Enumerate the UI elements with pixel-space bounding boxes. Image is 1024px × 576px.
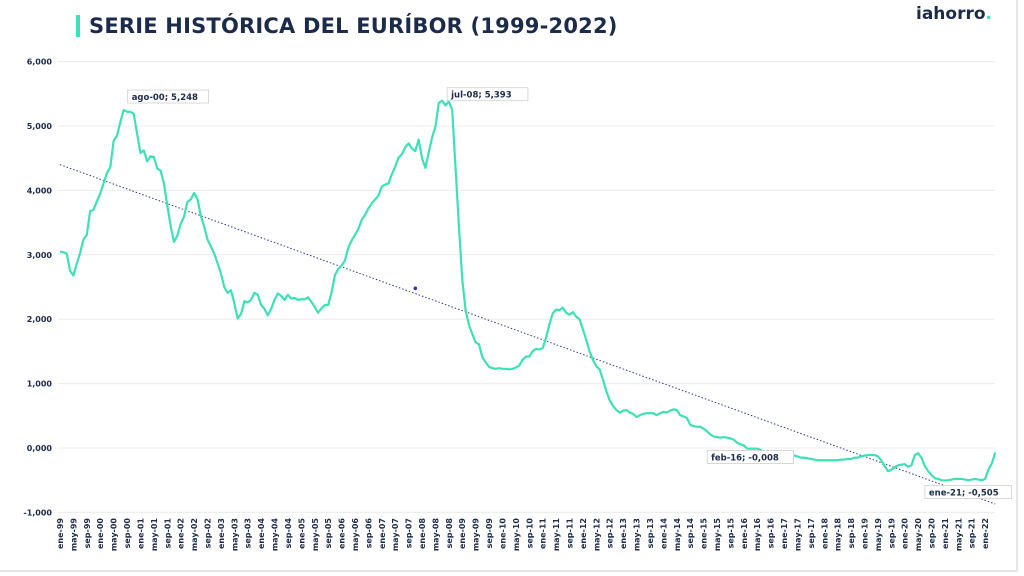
x-tick-label: ene-20	[901, 518, 910, 549]
x-tick-label: may-08	[431, 518, 440, 552]
trendline	[59, 164, 996, 505]
y-tick-label: 6,000	[27, 58, 53, 67]
x-tick-label: ene-10	[498, 518, 507, 549]
x-tick-label: ene-11	[539, 518, 548, 549]
x-tick-label: may-15	[713, 518, 722, 552]
x-tick-label: sep-16	[767, 518, 776, 549]
x-tick-label: sep-11	[566, 518, 575, 549]
x-tick-label: ene-05	[297, 518, 306, 549]
x-tick-label: sep-20	[928, 518, 937, 549]
x-tick-label: sep-21	[968, 518, 977, 549]
x-tick-label: sep-02	[203, 518, 212, 548]
x-tick-label: may-03	[230, 518, 239, 551]
x-tick-label: sep-05	[324, 518, 333, 549]
y-tick-label: 1,000	[27, 380, 53, 389]
x-tick-label: may-02	[190, 518, 199, 551]
x-tick-label: may-12	[592, 518, 601, 551]
x-tick-label: sep-15	[726, 518, 735, 549]
x-tick-label: may-11	[552, 518, 561, 552]
x-tick-label: ene-16	[740, 518, 749, 549]
annotation-box	[706, 450, 794, 464]
x-tick-label: sep-17	[807, 518, 816, 548]
annotation-label: jul-08; 5,393	[450, 91, 512, 101]
x-tick-label: ene-13	[619, 518, 628, 549]
x-tick-label: ene-99	[56, 518, 65, 549]
x-tick-label: may-04	[271, 518, 280, 552]
x-tick-label: sep-06	[364, 518, 373, 549]
logo-text: iahorro	[916, 4, 986, 24]
x-tick-label: ene-00	[96, 518, 105, 549]
x-tick-label: sep-18	[847, 518, 856, 549]
annotation-box	[446, 87, 529, 102]
x-tick-label: ene-03	[217, 518, 226, 549]
y-tick-label: 3,000	[27, 251, 53, 260]
annotation-label: ene-21; -0,505	[929, 489, 999, 499]
x-tick-label: ene-02	[177, 518, 186, 549]
x-tick-label: may-13	[633, 518, 642, 551]
chart-title: SERIE HISTÓRICA DEL EURÍBOR (1999-2022)	[76, 14, 618, 38]
x-tick-label: sep-13	[646, 518, 655, 548]
title-accent-bar	[76, 15, 80, 37]
x-tick-label: may-21	[954, 518, 963, 552]
y-tick-label: -1,000	[23, 508, 52, 517]
x-tick-label: sep-00	[123, 518, 132, 549]
x-tick-label: sep-03	[244, 518, 253, 548]
x-tick-label: ene-01	[136, 518, 145, 549]
x-tick-label: ene-18	[820, 518, 829, 549]
x-tick-label: sep-14	[686, 518, 695, 549]
x-tick-label: may-18	[834, 518, 843, 552]
x-tick-label: sep-09	[485, 518, 494, 549]
x-tick-label: may-16	[753, 518, 762, 552]
x-tick-label: sep-07	[405, 518, 414, 548]
x-tick-label: ene-04	[257, 518, 266, 549]
x-tick-label: ene-22	[981, 518, 990, 549]
chart-title-text: SERIE HISTÓRICA DEL EURÍBOR (1999-2022)	[89, 14, 618, 38]
x-tick-label: may-07	[391, 518, 400, 551]
x-tick-label: ene-06	[338, 518, 347, 549]
x-tick-label: sep-10	[525, 518, 534, 549]
x-tick-label: ene-12	[579, 518, 588, 549]
x-tick-label: sep-19	[887, 518, 896, 549]
x-tick-label: may-05	[311, 518, 320, 552]
x-tick-label: may-09	[472, 518, 481, 552]
annotation-label: ago-00; 5,248	[132, 93, 198, 103]
y-tick-label: 5,000	[27, 122, 53, 131]
y-tick-label: 4,000	[27, 186, 53, 195]
x-tick-label: sep-12	[606, 518, 615, 548]
x-tick-label: may-14	[673, 518, 682, 552]
x-tick-label: ene-19	[860, 518, 869, 549]
x-tick-label: sep-01	[163, 518, 172, 549]
x-tick-label: ene-14	[659, 518, 668, 549]
x-tick-label: ene-15	[700, 518, 709, 549]
trend-marker	[413, 286, 418, 291]
annotation-box	[127, 89, 209, 104]
x-tick-label: ene-09	[458, 518, 467, 549]
x-tick-label: sep-04	[284, 518, 293, 549]
x-tick-label: ene-08	[418, 518, 427, 549]
x-tick-label: sep-99	[83, 518, 92, 549]
annotation-box	[924, 485, 1012, 499]
y-tick-label: 0,000	[27, 444, 53, 453]
x-tick-label: may-00	[110, 518, 119, 552]
x-tick-label: sep-08	[445, 518, 454, 549]
iahorro-logo: iahorro.	[916, 4, 992, 24]
annotation-label: feb-16; -0,008	[711, 454, 779, 464]
x-tick-label: may-10	[512, 518, 521, 552]
x-tick-label: may-01	[150, 518, 159, 552]
x-tick-label: ene-17	[780, 518, 789, 549]
x-tick-label: may-06	[351, 518, 360, 552]
x-tick-label: may-20	[914, 518, 923, 552]
x-tick-label: ene-07	[378, 518, 387, 549]
x-tick-label: may-17	[793, 518, 802, 551]
x-tick-label: may-19	[874, 518, 883, 552]
euribor-series-line	[59, 99, 997, 482]
y-tick-label: 2,000	[27, 315, 53, 324]
x-tick-label: may-99	[69, 518, 78, 552]
x-tick-label: ene-21	[941, 518, 950, 549]
